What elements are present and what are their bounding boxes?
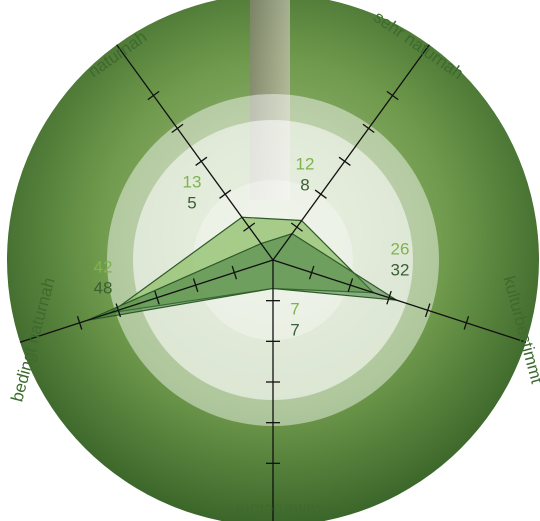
tick-mark (171, 123, 184, 134)
tick-mark (463, 315, 470, 330)
tick-mark (231, 265, 238, 280)
axis-label: kulturbetont (235, 501, 324, 520)
value-label: 7 (290, 320, 299, 339)
value-label: 12 (296, 154, 315, 173)
value-label: 26 (391, 239, 410, 258)
tick-mark (290, 222, 303, 232)
value-label: 32 (391, 260, 410, 279)
tick-mark (76, 315, 83, 330)
axis-line (116, 44, 274, 261)
tick-mark (243, 222, 256, 232)
value-label: 48 (94, 278, 113, 297)
tick-mark (362, 123, 375, 134)
value-label: 42 (94, 257, 113, 276)
axis-line (19, 259, 274, 343)
value-label: 7 (290, 299, 299, 318)
tick-mark (219, 189, 232, 199)
radar-area (87, 233, 398, 321)
tick-mark (195, 156, 208, 166)
axis-line (272, 44, 430, 261)
tick-mark (386, 90, 399, 101)
tick-mark (308, 265, 315, 280)
tick-mark (338, 156, 351, 166)
tick-mark (192, 278, 199, 292)
tick-mark (347, 278, 354, 292)
tick-mark (386, 290, 392, 305)
tick-mark (154, 290, 160, 305)
tick-mark (424, 303, 431, 318)
value-label: 13 (183, 172, 202, 191)
tick-mark (314, 189, 327, 199)
tick-mark (115, 303, 122, 318)
axis-line (272, 259, 527, 343)
tick-mark (147, 90, 160, 101)
value-label: 8 (300, 175, 309, 194)
value-label: 5 (187, 193, 196, 212)
